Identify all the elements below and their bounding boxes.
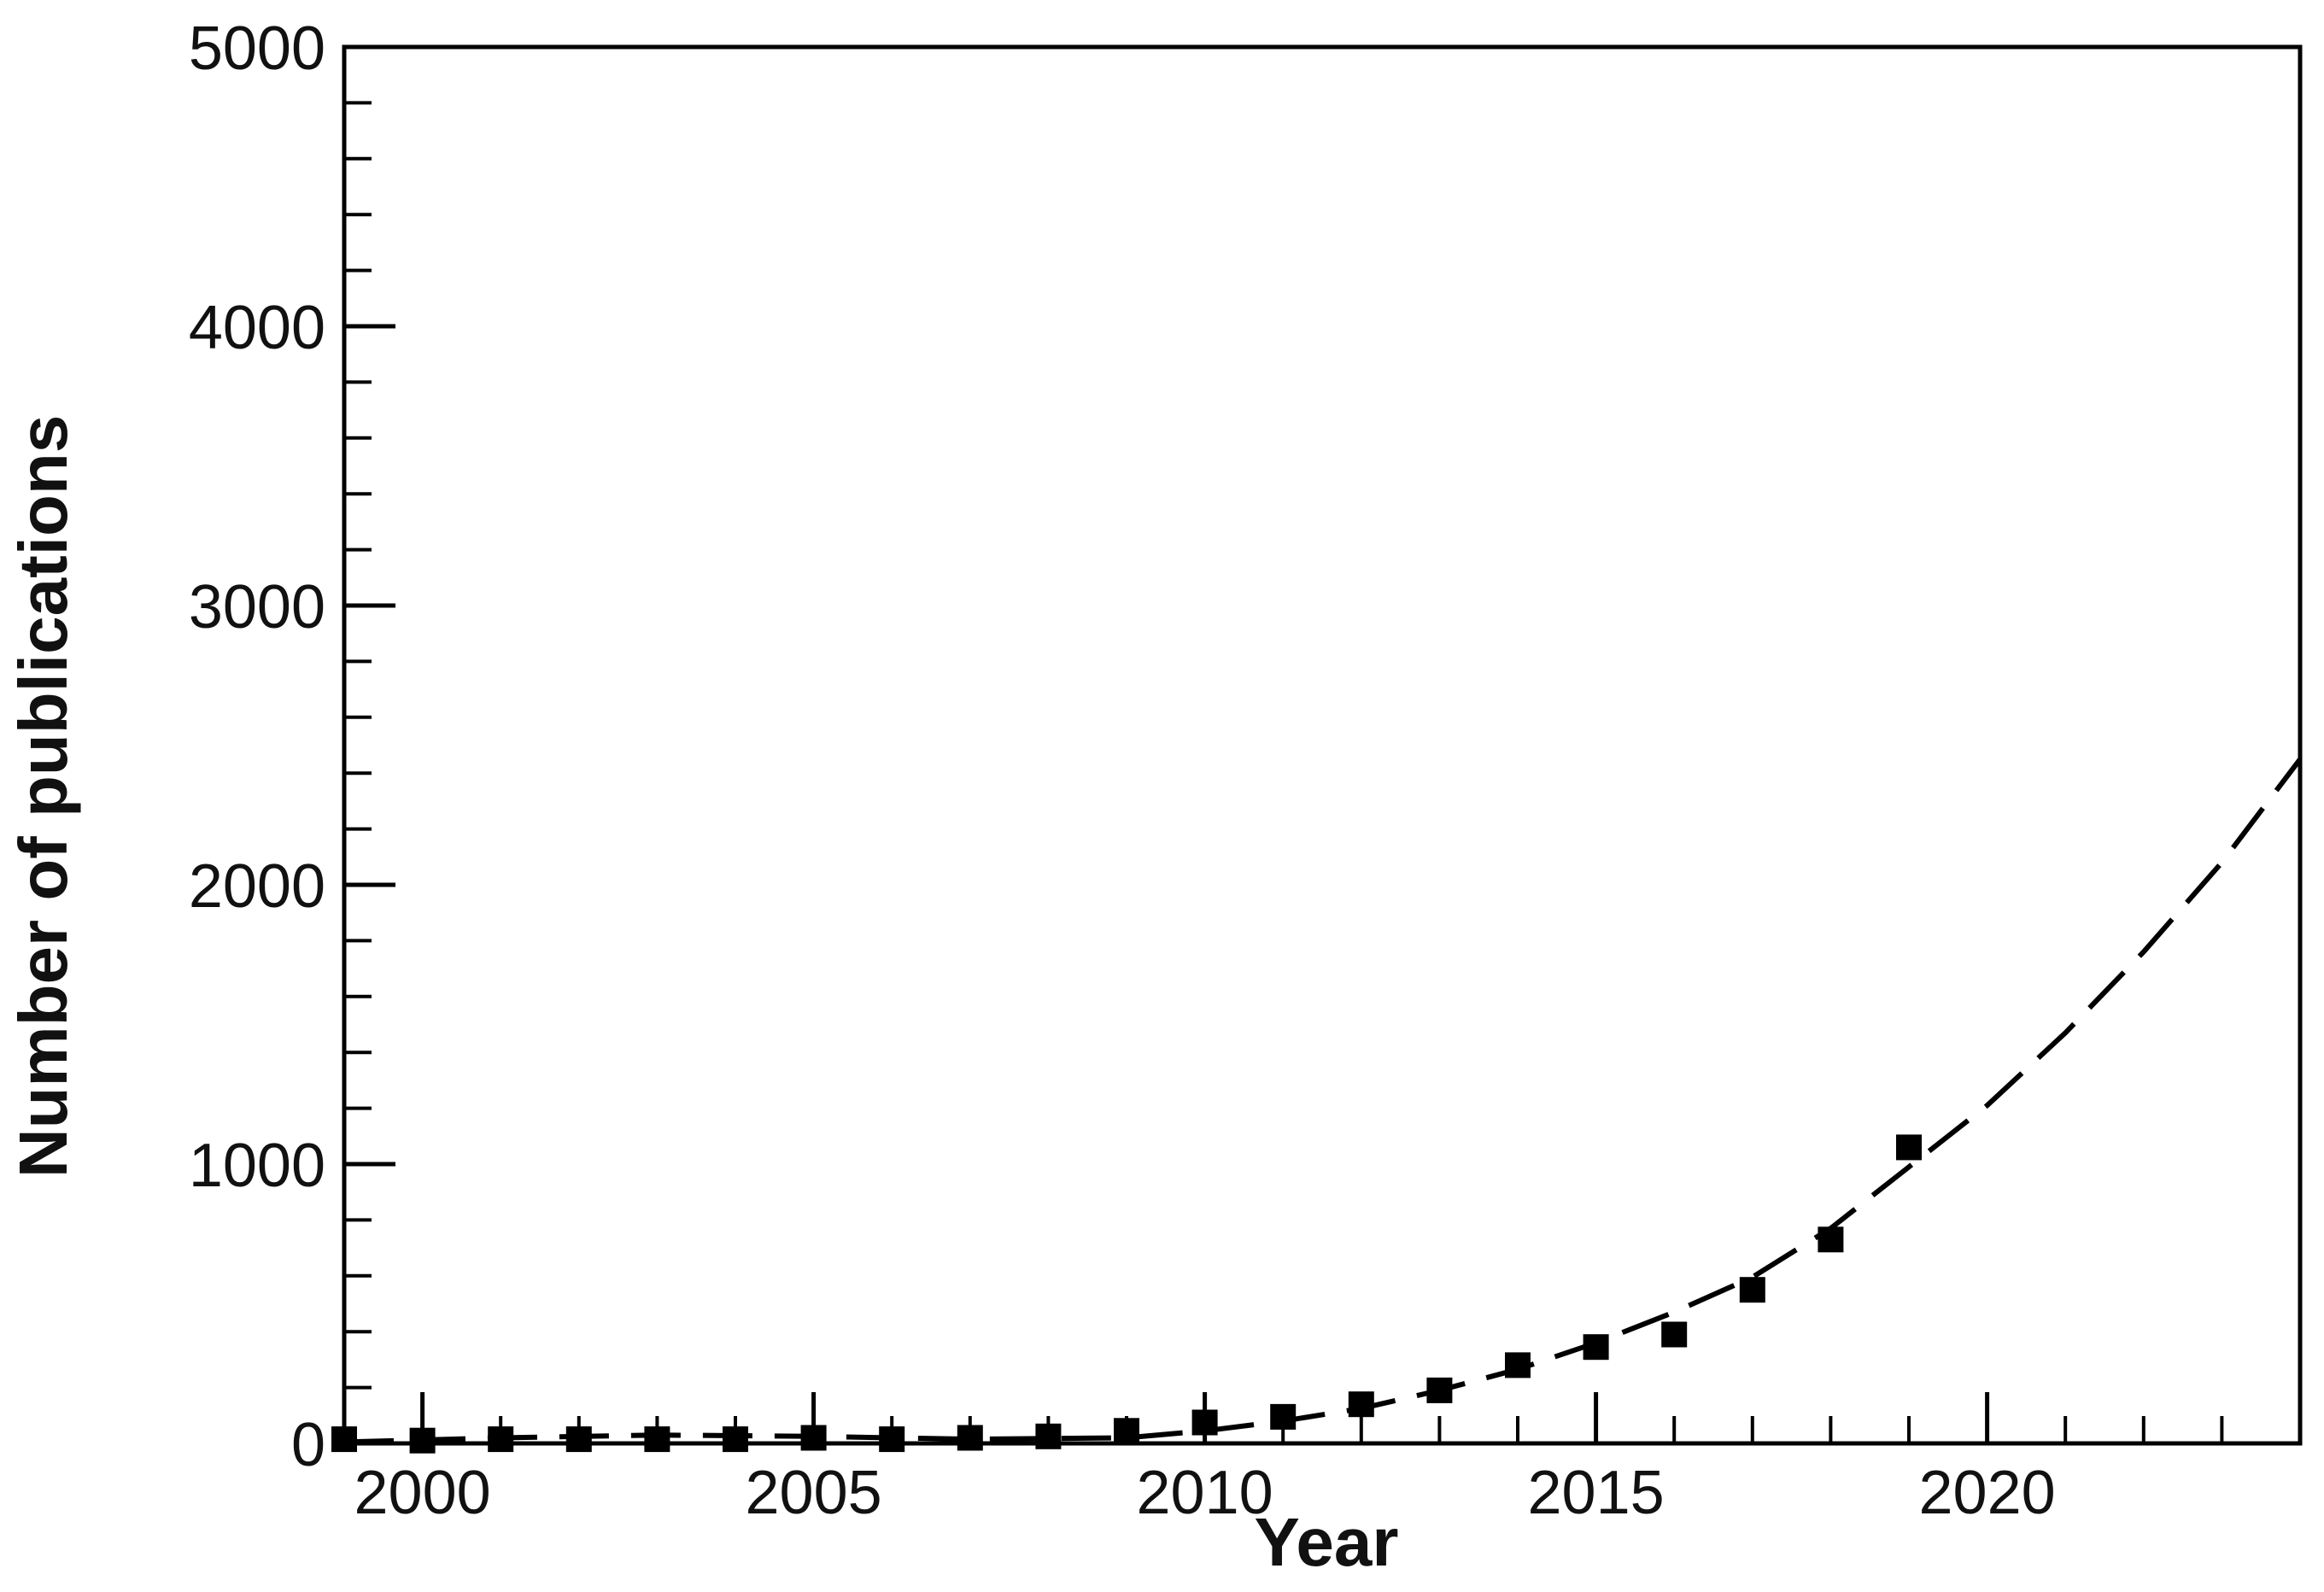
data-point	[723, 1426, 748, 1453]
data-point	[409, 1427, 436, 1454]
x-axis-title: Year	[1254, 1504, 1398, 1580]
x-tick-label: 2015	[1528, 1459, 1665, 1527]
y-tick-label: 2000	[189, 852, 325, 921]
data-point	[1818, 1226, 1844, 1253]
data-point	[1191, 1409, 1218, 1436]
data-point	[565, 1426, 592, 1453]
data-point	[1426, 1377, 1453, 1403]
major-ticks	[344, 44, 1990, 1446]
fit-line-layer	[343, 758, 2303, 1445]
data-point	[1739, 1277, 1765, 1303]
data-point	[1583, 1334, 1609, 1361]
y-tick-label: 1000	[189, 1132, 325, 1200]
data-point	[957, 1425, 983, 1451]
data-point	[1114, 1418, 1139, 1444]
y-tick-label: 4000	[189, 294, 325, 362]
data-point	[1896, 1134, 1922, 1161]
plot-frame	[342, 44, 2303, 1446]
data-point	[879, 1426, 905, 1453]
x-tick-label: 2020	[1919, 1459, 2056, 1527]
data-point	[1661, 1321, 1688, 1348]
data-point	[1505, 1352, 1531, 1378]
x-tick-label: 2000	[354, 1459, 491, 1527]
fit-line	[343, 758, 2303, 1445]
data-point	[800, 1425, 827, 1451]
y-tick-label: 3000	[189, 573, 325, 641]
y-axis-title: Number of publications	[5, 415, 81, 1178]
x-tick-label: 2005	[746, 1459, 882, 1527]
data-point	[488, 1426, 514, 1453]
data-point	[644, 1426, 670, 1453]
tick-labels: 0 1000 2000 3000 4000 5000 2000 2005 2010 2015 202…	[189, 15, 2056, 1527]
y-tick-label: 5000	[189, 15, 325, 83]
y-tick-label: 0	[291, 1411, 325, 1479]
data-point	[1348, 1391, 1374, 1418]
minor-ticks	[342, 101, 2302, 1443]
data-point	[1270, 1403, 1297, 1430]
x-tick-label: 2010	[1137, 1459, 1273, 1527]
data-markers	[331, 1134, 1922, 1454]
